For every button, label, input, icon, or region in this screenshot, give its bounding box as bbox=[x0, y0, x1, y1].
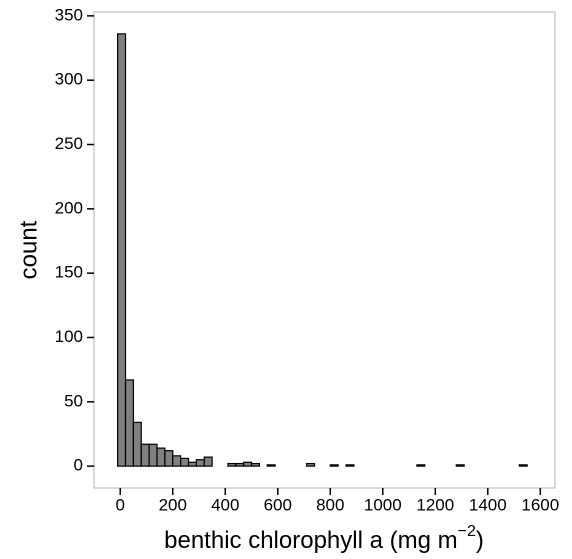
y-axis-title: count bbox=[15, 220, 42, 279]
histogram-bar bbox=[180, 457, 190, 467]
x-axis-title-superscript: −2 bbox=[458, 523, 476, 540]
histogram-bar bbox=[195, 459, 205, 467]
x-tick-label: 1000 bbox=[364, 495, 402, 514]
histogram-bar bbox=[172, 455, 182, 467]
histogram-bar bbox=[235, 462, 245, 467]
x-axis-title-suffix: ) bbox=[476, 527, 484, 554]
x-tick-label: 200 bbox=[159, 495, 187, 514]
histogram-bar bbox=[132, 421, 142, 467]
y-tick-label: 350 bbox=[55, 5, 83, 24]
y-tick-label: 300 bbox=[55, 70, 83, 89]
histogram-bar bbox=[329, 464, 339, 467]
histogram-bar bbox=[345, 464, 355, 467]
y-tick-label: 200 bbox=[55, 198, 83, 217]
y-tick-label: 250 bbox=[55, 134, 83, 153]
x-tick-label: 1200 bbox=[416, 495, 454, 514]
x-axis-title-text: benthic chlorophyll a (mg m bbox=[164, 527, 457, 554]
x-tick-label: 1600 bbox=[521, 495, 559, 514]
x-tick-label: 0 bbox=[116, 495, 125, 514]
histogram-bar bbox=[455, 464, 465, 467]
histogram-bar bbox=[416, 464, 426, 467]
x-tick-label: 1400 bbox=[469, 495, 507, 514]
histogram-bar bbox=[164, 450, 174, 467]
histogram-bar bbox=[124, 379, 134, 467]
histogram-bar bbox=[227, 462, 237, 467]
x-axis-title: benthic chlorophyll a (mg m−2) bbox=[164, 523, 484, 554]
histogram-bar bbox=[243, 461, 253, 467]
histogram-bar bbox=[203, 456, 213, 467]
y-tick-label: 50 bbox=[64, 391, 83, 410]
histogram-bar bbox=[148, 443, 158, 467]
histogram-bar bbox=[117, 33, 127, 467]
y-tick-label: 0 bbox=[74, 456, 83, 475]
x-tick-label: 800 bbox=[316, 495, 344, 514]
histogram-bar bbox=[156, 447, 166, 467]
histogram-bar bbox=[140, 443, 150, 467]
x-tick-label: 600 bbox=[264, 495, 292, 514]
histogram-bar bbox=[266, 464, 276, 467]
histogram-bar bbox=[187, 461, 197, 467]
histogram-bar bbox=[306, 462, 316, 467]
y-tick-label: 150 bbox=[55, 263, 83, 282]
histogram-bar bbox=[250, 462, 260, 467]
x-tick-label: 400 bbox=[211, 495, 239, 514]
y-tick-label: 100 bbox=[55, 327, 83, 346]
plot-panel bbox=[93, 11, 556, 489]
histogram-bar bbox=[518, 464, 528, 467]
